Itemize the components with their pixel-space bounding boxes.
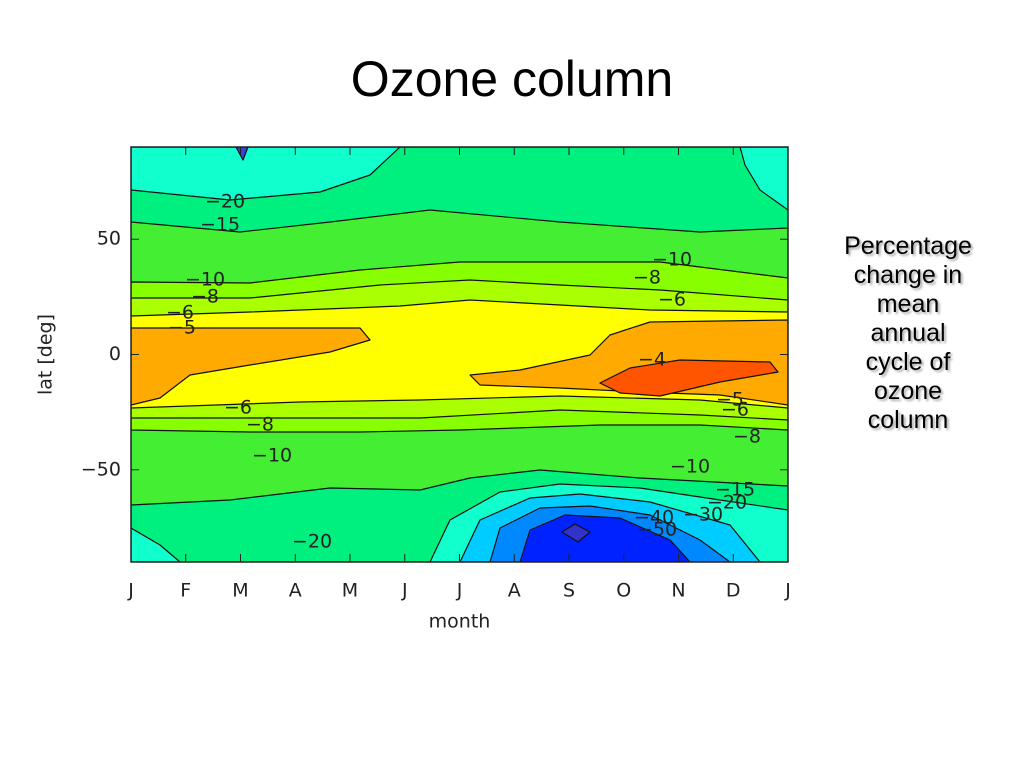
- x-tick-label: J: [456, 580, 463, 602]
- contour-fill: [131, 147, 788, 562]
- x-tick-label: D: [726, 580, 741, 602]
- contour-region: [561, 523, 591, 543]
- contour-label: −8: [246, 414, 274, 436]
- contour-region: [739, 147, 788, 211]
- contour-label: −20: [292, 531, 332, 553]
- contour-label: −8: [733, 426, 761, 448]
- contour-label: −15: [200, 214, 240, 236]
- contour-label: −8: [191, 286, 219, 308]
- contour-label: −10: [252, 445, 292, 467]
- note-line: ozone: [873, 377, 943, 405]
- side-note: Percentage change in mean annual cycle of ozo…: [818, 232, 998, 435]
- note-line: cycle of: [865, 348, 951, 376]
- contour-label: −15: [715, 479, 755, 501]
- note-line: column: [867, 406, 949, 434]
- slide-title: Ozone column: [350, 51, 674, 107]
- y-tick-label: −50: [81, 458, 121, 480]
- x-tick-label: A: [508, 580, 521, 602]
- note-line: change in: [853, 261, 963, 289]
- x-tick-label: S: [563, 580, 575, 602]
- contour-label: −20: [707, 492, 747, 514]
- note-line: mean: [876, 290, 940, 318]
- x-tick-label: M: [342, 580, 358, 602]
- y-tick-label: 0: [109, 343, 121, 365]
- contour-label: −40: [634, 507, 674, 529]
- contour-region: [519, 514, 691, 562]
- contour-label: −5: [716, 389, 744, 411]
- x-tick-label: O: [616, 580, 631, 602]
- contour-label: −6: [721, 399, 749, 421]
- contour-label: −30: [683, 504, 723, 526]
- y-tick-label: 50: [97, 228, 121, 250]
- contour-label: −6: [166, 302, 194, 324]
- note-line: annual: [870, 319, 946, 347]
- contour-label: −10: [670, 456, 710, 478]
- x-axis-label: month: [429, 611, 491, 633]
- x-tick-label: J: [127, 580, 134, 602]
- contour-region: [131, 527, 181, 562]
- contour-label: −50: [637, 519, 677, 541]
- x-tick-label: J: [784, 580, 791, 602]
- contour-label: −6: [658, 289, 686, 311]
- note-line: Percentage: [844, 232, 972, 260]
- x-tick-label: A: [289, 580, 302, 602]
- contour-label: −10: [652, 249, 692, 271]
- contour-label: −6: [224, 397, 252, 419]
- contour-region: [131, 147, 401, 201]
- y-axis-label: lat [deg]: [35, 314, 57, 395]
- contour-label: −8: [633, 267, 661, 289]
- x-tick-label: M: [232, 580, 248, 602]
- contour-region: [131, 327, 371, 406]
- x-tick-label: N: [671, 580, 685, 602]
- contour-label: −20: [205, 191, 245, 213]
- x-tick-label: J: [401, 580, 408, 602]
- contour-label: −4: [638, 349, 666, 371]
- contour-label: −10: [185, 269, 225, 291]
- contour-label: −5: [168, 317, 196, 339]
- x-tick-label: F: [180, 580, 191, 602]
- contour-region: [235, 147, 249, 161]
- contour-region: [599, 359, 779, 397]
